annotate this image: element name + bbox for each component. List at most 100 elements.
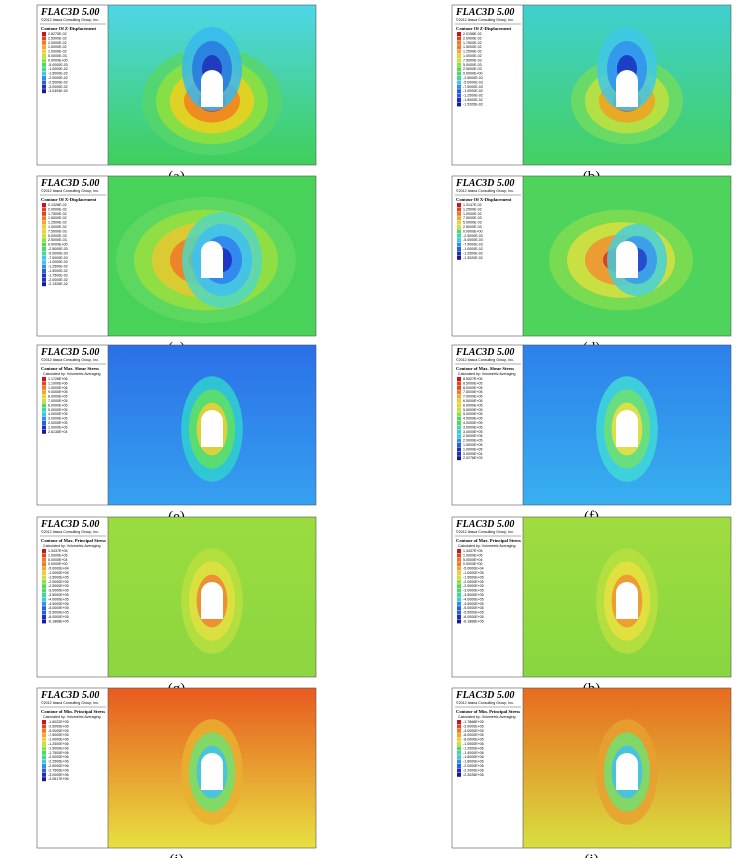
legend-swatch <box>42 36 46 41</box>
legend-label: -5.0000E+04 <box>48 567 69 571</box>
legend-label: 2.1326E-02 <box>48 203 67 207</box>
legend-label: 2.0000E-02 <box>48 207 67 211</box>
legend-label: -1.5000E-02 <box>463 98 483 102</box>
legend-swatch <box>42 269 46 273</box>
contour-note: Calculated by: Volumetric Averaging <box>458 372 515 376</box>
legend-swatch <box>457 399 461 403</box>
legend-swatch <box>457 759 461 764</box>
legend-label: -1.5000E-02 <box>48 269 68 273</box>
legend-swatch <box>42 407 46 412</box>
legend-swatch <box>457 84 461 89</box>
copyright: ©2012 Itasca Consulting Group, Inc. <box>41 18 99 22</box>
legend-label: -1.5000E+05 <box>48 575 69 579</box>
legend-swatch <box>457 76 461 80</box>
legend-label: 3.5000E+05 <box>463 425 483 429</box>
legend-swatch <box>457 610 461 615</box>
legend-label: -1.6000E+06 <box>463 755 484 759</box>
legend-swatch <box>457 36 461 41</box>
legend-label: -1.4000E+06 <box>463 751 484 755</box>
legend-swatch <box>42 242 46 247</box>
legend-swatch <box>42 251 46 256</box>
legend-label: 1.7500E-02 <box>463 41 482 45</box>
legend-swatch <box>457 443 461 447</box>
panel: FLAC3D 5.00©2012 Itasca Consulting Group… <box>451 344 732 525</box>
legend-label: -2.0000E-02 <box>48 76 68 80</box>
legend-label: 6.5000E+05 <box>463 399 483 403</box>
legend-swatch <box>457 549 461 553</box>
legend-swatch <box>42 562 46 567</box>
legend-label: 5.0000E-03 <box>463 221 482 225</box>
legend-swatch <box>42 606 46 611</box>
legend-label: -5.0000E-03 <box>48 251 68 255</box>
legend-swatch <box>457 247 461 251</box>
legend-label: 5.0000E-03 <box>48 234 67 238</box>
legend-label: -1.6022E+05 <box>48 720 69 724</box>
legend-label: 4.0000E+05 <box>48 412 68 416</box>
panel-frame <box>36 344 317 506</box>
legend-swatch <box>42 777 46 782</box>
legend-label: -4.5000E+05 <box>48 602 69 606</box>
legend-label: 0.0000E+00 <box>463 72 483 76</box>
contour-title: Contour of Min. Principal Stress <box>41 709 105 714</box>
legend-label: 5.0000E-03 <box>463 63 482 67</box>
legend-label: 2.0000E+05 <box>463 439 483 443</box>
legend-label: 3.0000E+05 <box>48 417 68 421</box>
legend-label: -2.0000E+05 <box>463 724 484 728</box>
legend-label: 2.6135E+04 <box>48 430 68 434</box>
legend-swatch <box>42 584 46 589</box>
tunnel <box>616 582 638 619</box>
legend-swatch <box>42 80 46 85</box>
legend-swatch <box>457 67 461 72</box>
legend-label: -6.0000E+05 <box>48 615 69 619</box>
legend-label: -1.5000E+06 <box>48 746 69 750</box>
legend-swatch <box>457 733 461 738</box>
legend-swatch <box>42 553 46 558</box>
legend-swatch <box>457 207 461 212</box>
legend-label: -1.5205E-02 <box>463 102 483 106</box>
legend-swatch <box>457 385 461 390</box>
legend-label: 2.5000E-03 <box>48 238 67 242</box>
legend-swatch <box>42 557 46 562</box>
legend-swatch <box>457 45 461 50</box>
legend-swatch <box>457 421 461 425</box>
legend-label: 0.0000E+00 <box>463 229 483 233</box>
legend-swatch <box>457 579 461 584</box>
legend-label: 0.0000E+00 <box>48 562 68 566</box>
legend-swatch <box>42 377 46 381</box>
legend-swatch <box>42 566 46 571</box>
contour-title: Contour of Max. Shear Stress <box>456 366 514 371</box>
legend-label: 1.1000E+06 <box>48 381 68 385</box>
copyright: ©2012 Itasca Consulting Group, Inc. <box>456 189 514 193</box>
legend-swatch <box>42 425 46 430</box>
legend-swatch <box>42 575 46 580</box>
copyright: ©2012 Itasca Consulting Group, Inc. <box>41 189 99 193</box>
legend-swatch <box>42 89 46 94</box>
legend-swatch <box>457 593 461 597</box>
legend-label: 1.0000E+05 <box>463 553 483 557</box>
legend-label: -6.0000E+05 <box>463 615 484 619</box>
legend-swatch <box>42 203 46 207</box>
legend-swatch <box>42 211 46 216</box>
legend-swatch <box>42 216 46 221</box>
legend-label: -3.0494E-02 <box>48 89 68 93</box>
legend-label: -6.1868E+05 <box>463 619 484 623</box>
legend-label: -1.7500E+06 <box>48 751 69 755</box>
legend-label: 1.3147E-02 <box>463 203 482 207</box>
panel-frame <box>36 175 317 337</box>
legend-label: 1.0000E+06 <box>48 386 68 390</box>
legend-label: 2.5000E-03 <box>463 67 482 71</box>
software-title: FLAC3D 5.00 <box>455 7 514 18</box>
panel: FLAC3D 5.00©2012 Itasca Consulting Group… <box>36 344 317 525</box>
legend-label: 8.0000E+05 <box>463 386 483 390</box>
legend-label: -8.0000E+05 <box>463 738 484 742</box>
legend-swatch <box>457 102 461 107</box>
legend-swatch <box>457 255 461 260</box>
legend-swatch <box>42 759 46 764</box>
legend-label: -2.5000E-03 <box>48 247 68 251</box>
legend-swatch <box>42 238 46 243</box>
legend-swatch <box>457 403 461 408</box>
legend-label: 1.0000E-02 <box>48 225 67 229</box>
legend-label: -5.0000E+05 <box>48 729 69 733</box>
legend-swatch <box>42 619 46 624</box>
tunnel <box>201 241 223 278</box>
